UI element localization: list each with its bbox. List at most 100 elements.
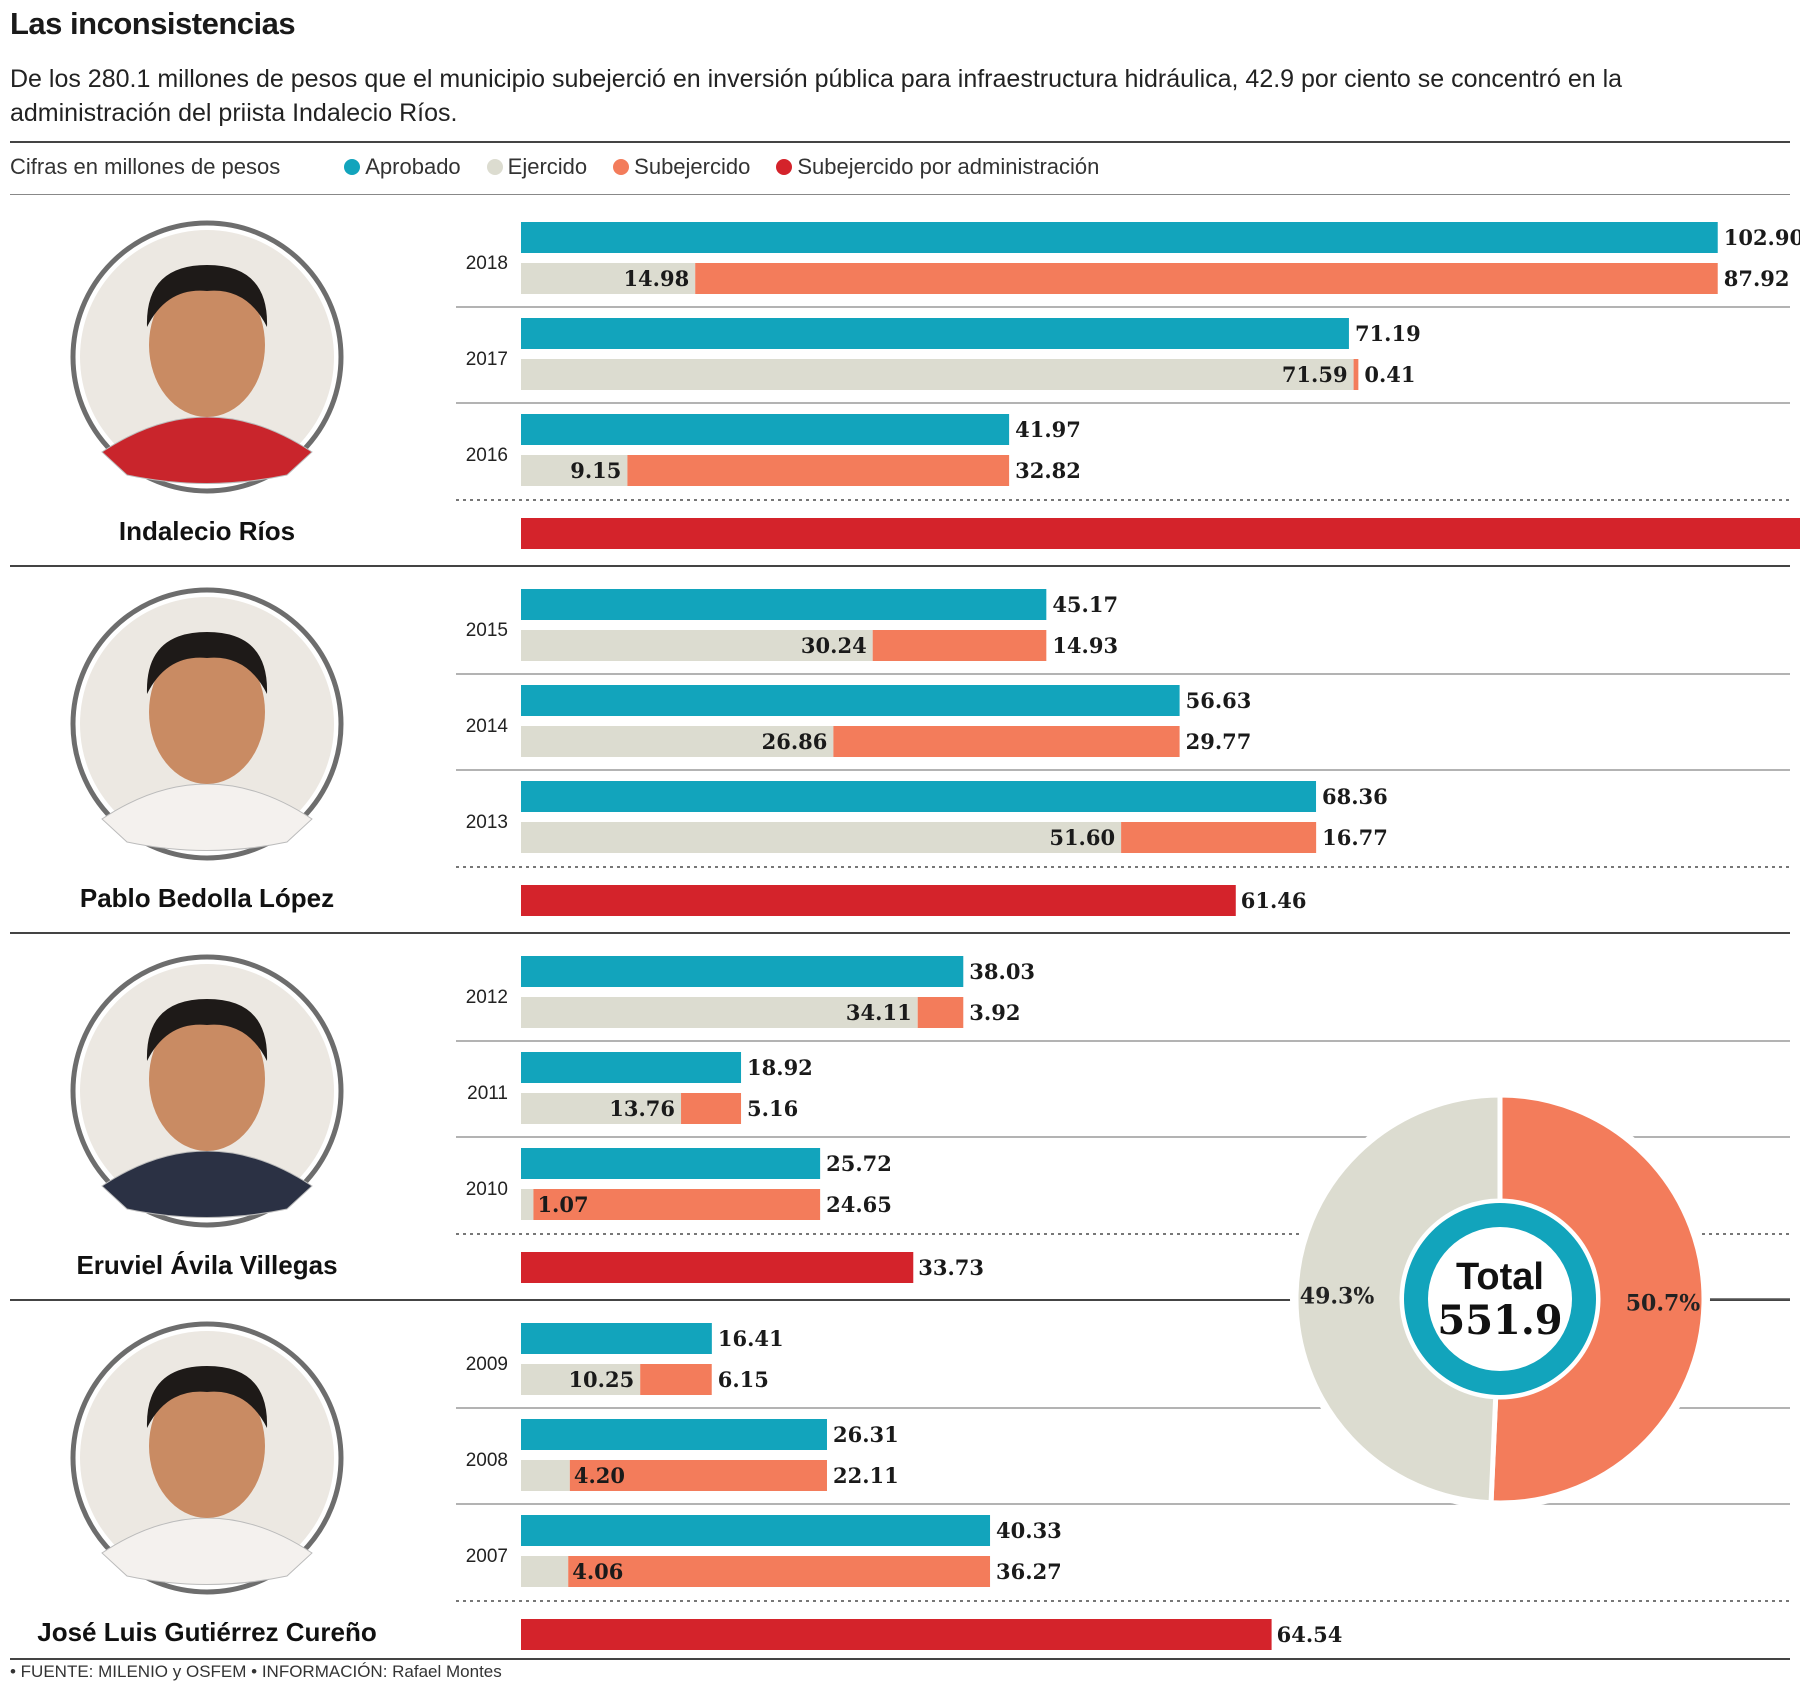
donut-slice-label: 49.3% — [1300, 1283, 1375, 1309]
year-label: 2018 — [466, 253, 508, 274]
year-row: 2017 71.19 71.59 0.41 — [466, 318, 1421, 390]
bar-subejercido — [917, 997, 964, 1028]
value-label-subejercido: 16.77 — [1322, 825, 1388, 850]
year-label: 2016 — [466, 445, 508, 466]
unit-note: Cifras en millones de pesos — [10, 154, 281, 179]
year-row: 2014 56.63 26.86 29.77 — [466, 685, 1252, 757]
value-label-subejercido: 24.65 — [826, 1192, 892, 1217]
value-label-ejercido: 4.06 — [572, 1559, 623, 1584]
bar-ejercido — [521, 359, 1354, 390]
value-label-subejercido: 0.41 — [1364, 362, 1415, 387]
value-label-ejercido: 51.60 — [1049, 825, 1115, 850]
portrait-shoulders — [101, 1150, 313, 1218]
bar-ejercido — [521, 1460, 570, 1491]
bar-aprobado — [521, 1148, 821, 1179]
portrait-face — [149, 640, 265, 784]
year-row: 2015 45.17 30.24 14.93 — [466, 589, 1118, 661]
bar-subejercido-administracion — [521, 1619, 1272, 1650]
portrait-shoulders — [101, 1517, 313, 1585]
source-note: • FUENTE: MILENIO y OSFEM • INFORMACIÓN:… — [10, 1662, 502, 1681]
legend-swatch-ejercido — [486, 159, 503, 175]
donut-total-value: 551.9 — [1437, 1297, 1562, 1344]
value-label-ejercido: 10.25 — [568, 1367, 634, 1392]
value-label-ejercido: 34.11 — [846, 1000, 912, 1025]
bar-subejercido — [1353, 359, 1359, 390]
legend-swatch-subejercido — [613, 159, 630, 175]
bar-aprobado — [521, 1419, 827, 1450]
value-label-ejercido: 9.15 — [570, 458, 621, 483]
value-label-aprobado: 45.17 — [1052, 592, 1118, 617]
administration-name: José Luis Gutiérrez Cureño — [37, 1617, 377, 1647]
header-rule — [10, 141, 1790, 143]
year-label: 2014 — [466, 716, 509, 737]
legend: Cifras en millones de pesos Aprobado Eje… — [10, 150, 1125, 184]
administration-name: Indalecio Ríos — [119, 516, 295, 546]
bar-ejercido — [521, 1093, 682, 1124]
bar-subejercido — [872, 630, 1047, 661]
year-label: 2011 — [467, 1083, 508, 1104]
administration-group: José Luis Gutiérrez Cureño 2009 16.41 10.25… — [37, 1321, 1790, 1650]
value-label-subejercido: 32.82 — [1015, 458, 1081, 483]
bar-subejercido — [833, 726, 1180, 757]
value-label-subejercido: 29.77 — [1186, 729, 1252, 754]
value-label-administracion: 64.54 — [1277, 1622, 1343, 1647]
value-label-ejercido: 26.86 — [762, 729, 828, 754]
year-label: 2012 — [466, 987, 508, 1008]
value-label-subejercido: 14.93 — [1052, 633, 1118, 658]
portrait-shoulders — [101, 783, 313, 851]
bar-subejercido — [533, 1189, 821, 1220]
bar-subejercido-administracion — [521, 1252, 914, 1283]
value-label-aprobado: 25.72 — [826, 1151, 892, 1176]
donut-total-word: Total — [1456, 1256, 1544, 1298]
bar-aprobado — [521, 318, 1349, 349]
value-label-subejercido: 22.11 — [833, 1463, 899, 1488]
year-label: 2009 — [466, 1354, 508, 1375]
bar-aprobado — [521, 781, 1317, 812]
donut-slice-label: 50.7% — [1626, 1291, 1701, 1317]
portrait-face — [149, 273, 265, 417]
bar-subejercido — [681, 1093, 742, 1124]
portrait-hair — [146, 999, 268, 1061]
legend-swatch-administracion — [776, 159, 793, 175]
legend-item-ejercido: Ejercido — [486, 154, 587, 180]
value-label-subejercido: 5.16 — [747, 1096, 798, 1121]
legend-item-administracion: Subejercido por administración — [776, 154, 1099, 180]
chart-title: Las inconsistencias — [10, 6, 296, 41]
administration-name: Eruviel Ávila Villegas — [76, 1250, 337, 1280]
year-row: 2011 18.92 13.76 5.16 — [467, 1052, 813, 1124]
value-label-subejercido: 3.92 — [969, 1000, 1020, 1025]
legend-item-aprobado: Aprobado — [344, 154, 461, 180]
chart-subtitle: De los 280.1 millones de pesos que el mu… — [10, 65, 1623, 127]
donut-slice — [1488, 1092, 1707, 1506]
bar-ejercido — [521, 1556, 569, 1587]
year-row: 2007 40.33 4.06 36.27 — [466, 1515, 1062, 1587]
bar-subejercido — [568, 1556, 991, 1587]
value-label-aprobado: 68.36 — [1322, 784, 1388, 809]
bar-ejercido — [521, 1189, 534, 1220]
bar-ejercido — [521, 997, 918, 1028]
year-row: 2013 68.36 51.60 16.77 — [466, 781, 1388, 853]
value-label-subejercido: 36.27 — [996, 1559, 1062, 1584]
value-label-aprobado: 18.92 — [747, 1055, 813, 1080]
donut-slice — [1293, 1092, 1503, 1506]
footer-rule — [10, 1658, 1790, 1660]
year-row: 2009 16.41 10.25 6.15 — [466, 1323, 784, 1395]
year-label: 2010 — [466, 1179, 508, 1200]
bar-subejercido — [627, 455, 1010, 486]
portrait-hair — [146, 632, 268, 694]
portrait-shoulders — [101, 416, 313, 484]
year-row: 2010 25.72 1.07 24.65 — [466, 1148, 892, 1220]
bar-subejercido — [695, 263, 1718, 294]
value-label-ejercido: 4.20 — [574, 1463, 625, 1488]
administration-group: Indalecio Ríos 2018 102.90 14.98 87.92 2017 71… — [10, 220, 1800, 567]
bar-aprobado — [521, 1515, 991, 1546]
year-row: 2016 41.97 9.15 32.82 — [466, 414, 1081, 486]
bar-ejercido — [521, 630, 873, 661]
portrait-face — [149, 1374, 265, 1518]
year-row: 2012 38.03 34.11 3.92 — [466, 956, 1035, 1028]
value-label-aprobado: 41.97 — [1015, 417, 1081, 442]
bar-aprobado — [521, 589, 1047, 620]
